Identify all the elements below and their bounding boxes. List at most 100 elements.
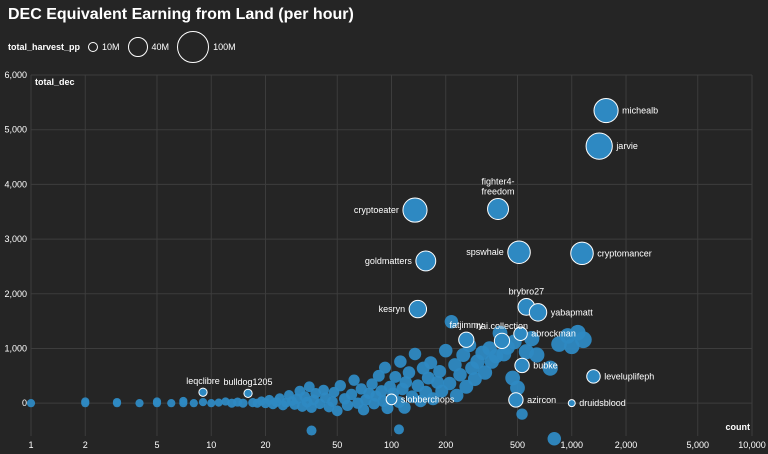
data-point — [152, 397, 162, 406]
data-point — [189, 399, 198, 408]
data-point — [238, 398, 248, 408]
legend-label-100m: 100M — [213, 42, 236, 52]
x-tick-label: 20 — [261, 440, 271, 450]
labeled-point — [570, 241, 594, 266]
data-point — [442, 376, 457, 391]
data-point — [439, 343, 453, 358]
point-label: michealb — [622, 106, 658, 116]
data-point — [26, 399, 36, 408]
data-point — [327, 396, 338, 407]
point-label: bubke — [533, 360, 558, 370]
labeled-point — [493, 332, 511, 349]
labeled-point — [507, 240, 531, 264]
point-label: leveluplifeph — [604, 371, 654, 381]
point-label: goldmatters — [365, 256, 413, 266]
legend-label-10m: 10M — [102, 42, 120, 52]
y-tick-label: 2,000 — [4, 289, 27, 299]
data-point — [398, 401, 411, 414]
point-label: jarvie — [615, 141, 638, 151]
labeled-point — [508, 392, 524, 408]
legend-item-10m: 10M — [88, 42, 120, 52]
data-point — [547, 431, 562, 446]
point-label: slobberchops — [401, 394, 455, 404]
x-tick-label: 10 — [206, 440, 216, 450]
point-label: fatjimmy — [450, 320, 484, 330]
data-point — [357, 404, 370, 416]
labeled-point — [408, 299, 428, 319]
point-label: azircon — [527, 395, 556, 405]
x-tick-label: 100 — [384, 440, 399, 450]
data-point — [81, 397, 90, 406]
labeled-point — [487, 198, 510, 220]
data-point — [433, 364, 447, 378]
labeled-point — [243, 388, 253, 398]
data-point — [341, 399, 354, 412]
x-tick-label: 500 — [510, 440, 525, 450]
data-point — [444, 314, 459, 329]
data-point — [426, 392, 440, 406]
y-tick-label: 3,000 — [4, 234, 27, 244]
y-axis-title: total_dec — [35, 77, 75, 87]
data-point — [303, 381, 315, 393]
y-tick-label: 1,000 — [4, 343, 27, 353]
labeled-point — [567, 399, 576, 408]
point-label: spswhale — [466, 247, 504, 257]
y-tick-label: 4,000 — [4, 179, 27, 189]
point-label: nai.collection — [476, 321, 528, 331]
legend-circle-10m — [88, 42, 99, 52]
data-point — [449, 388, 464, 403]
point-labels: michealb jarvie fighter4-freedom cryptoeate… — [186, 106, 658, 409]
labeled-point — [513, 326, 528, 341]
data-point — [393, 424, 404, 435]
data-points — [26, 97, 619, 446]
data-point — [348, 374, 360, 386]
point-label: brybro27 — [509, 287, 545, 297]
data-point — [381, 402, 394, 415]
data-point — [467, 372, 482, 387]
data-point — [408, 347, 422, 361]
point-label: cryptomancer — [597, 248, 652, 258]
data-point — [198, 397, 208, 407]
data-point — [510, 380, 525, 396]
data-point — [402, 366, 416, 379]
data-point — [575, 331, 592, 349]
labeled-point — [593, 97, 619, 124]
labeled-point — [458, 331, 475, 348]
x-tick-label: 5 — [154, 440, 159, 450]
data-point — [366, 378, 378, 390]
labeled-point — [586, 369, 601, 384]
data-point — [345, 388, 358, 401]
labeled-point — [528, 303, 548, 322]
labeled-point — [415, 250, 437, 272]
x-tick-label: 2,000 — [615, 440, 638, 450]
data-point — [389, 370, 402, 383]
data-point — [331, 405, 343, 417]
data-point — [334, 380, 346, 392]
data-point — [207, 399, 216, 408]
data-point — [394, 355, 407, 368]
x-axis-title: count — [726, 422, 751, 432]
legend-circle-100m — [177, 31, 210, 63]
point-label: yabapmatt — [551, 307, 594, 317]
labeled-point — [514, 357, 530, 374]
data-point — [112, 397, 122, 407]
data-point — [306, 425, 317, 436]
legend-title: total_harvest_pp — [8, 42, 81, 52]
data-point — [379, 361, 391, 374]
data-point — [135, 399, 144, 408]
x-tick-label: 10,000 — [738, 440, 766, 450]
point-label: leqclibre — [186, 376, 220, 386]
labeled-point — [385, 393, 398, 406]
data-point — [179, 396, 188, 406]
data-point — [424, 356, 438, 370]
x-tick-label: 1,000 — [560, 440, 583, 450]
chart-title: DEC Equivalent Earning from Land (per ho… — [8, 6, 354, 23]
data-point — [542, 360, 558, 376]
data-point — [453, 367, 467, 382]
point-label: abrockman — [531, 329, 576, 339]
legend-item-100m: 100M — [177, 31, 236, 63]
labeled-point — [198, 387, 208, 397]
data-point — [529, 347, 545, 363]
x-tick-label: 50 — [332, 440, 342, 450]
